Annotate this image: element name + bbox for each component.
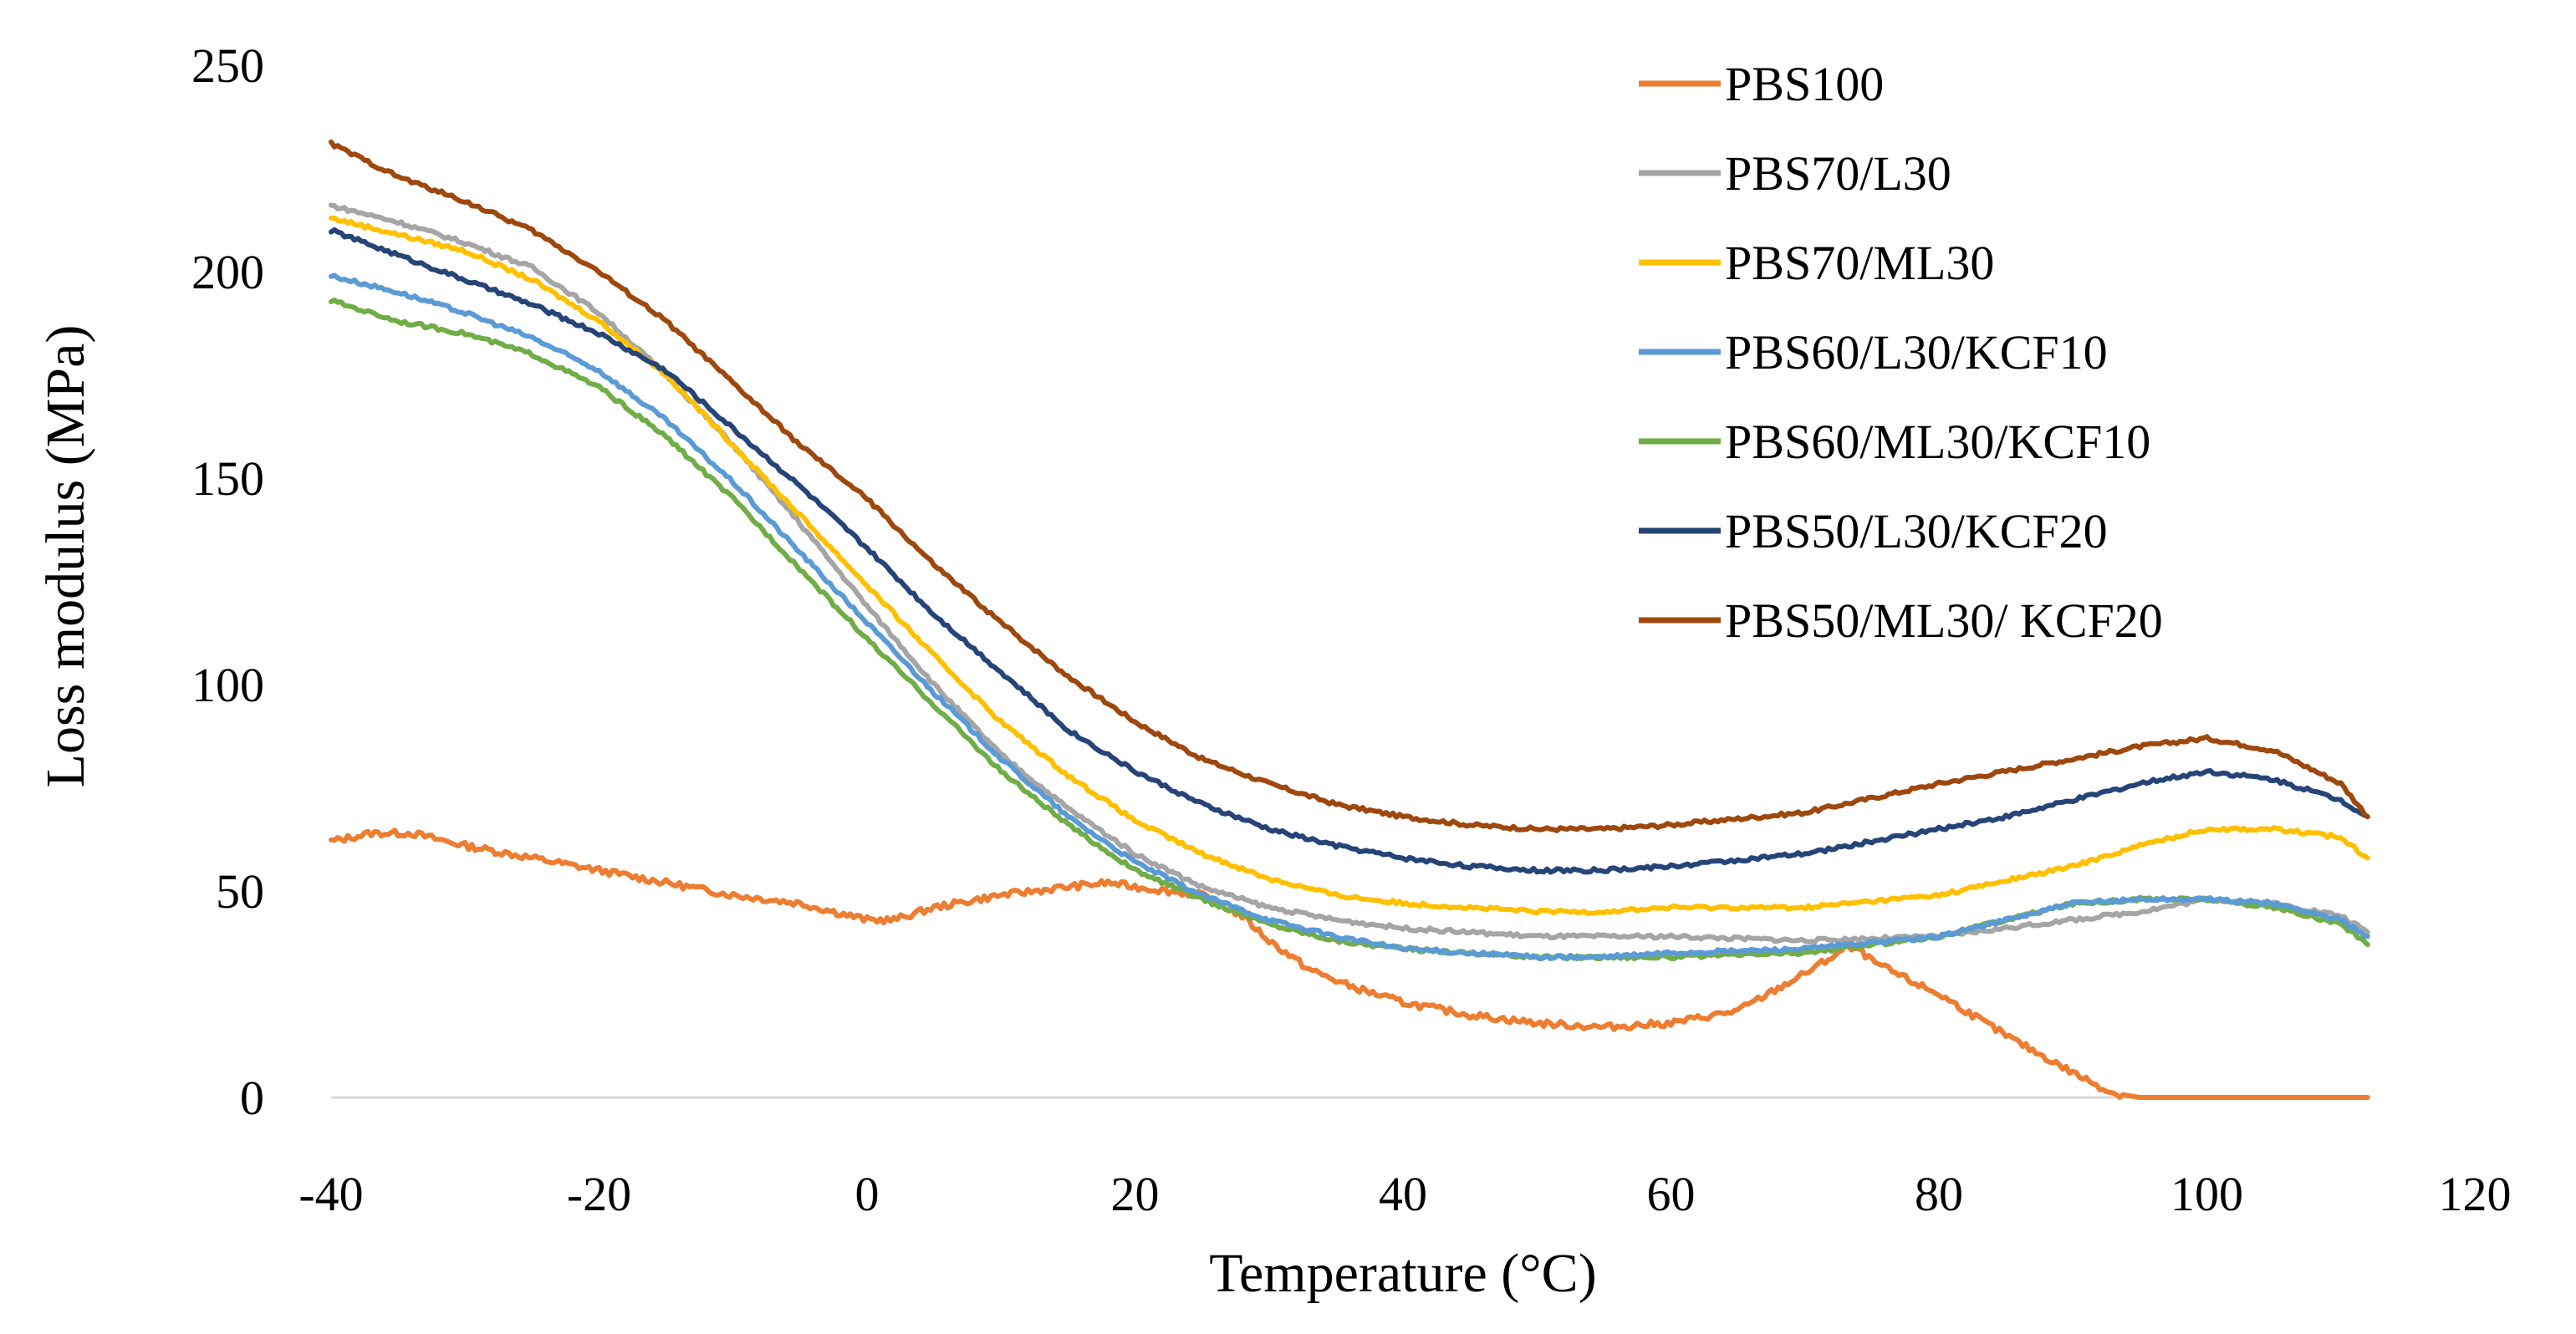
y-tick-label: 200 [191,245,264,299]
y-tick-label: 150 [191,451,264,506]
legend-label-pbs50-l30-kcf20: PBS50/L30/KCF20 [1725,504,2108,558]
x-tick-label: -20 [567,1167,631,1221]
x-tick-label: -40 [298,1167,363,1221]
legend: PBS100 PBS70/L30 PBS70/ML30 PBS60/L30/KCF10… [1639,57,2163,648]
x-tick-label: 100 [2170,1167,2243,1221]
y-axis-tick-labels: 0 50 100 150 200 250 [191,38,264,1125]
series-line-pbs50-l30-kcf20 [329,227,2370,875]
legend-label-pbs70-ml30: PBS70/ML30 [1725,236,1994,290]
y-tick-label: 250 [191,38,264,93]
series-line-pbs60-l30-kcf10 [329,272,2370,962]
plot-area [329,139,2370,1100]
x-tick-label: 80 [1915,1167,1963,1221]
x-axis-tick-labels: -40 -20 0 20 40 60 80 100 120 [298,1167,2511,1221]
legend-label-pbs50-ml30-kcf20: PBS50/ML30/ KCF20 [1725,593,2163,648]
y-tick-label: 100 [191,658,264,712]
legend-label-pbs60-ml30-kcf10: PBS60/ML30/KCF10 [1725,415,2150,469]
x-axis-title: Temperature (°C) [1209,1243,1596,1304]
x-tick-label: 20 [1111,1167,1160,1221]
x-tick-label: 0 [855,1167,880,1221]
series-line-pbs50-ml30-kcf20 [329,139,2370,833]
y-tick-label: 50 [216,864,264,919]
legend-label-pbs100: PBS100 [1725,57,1884,111]
legend-label-pbs70-l30: PBS70/L30 [1725,146,1951,201]
y-axis-title: Loss modulus (MPa) [35,325,96,788]
legend-label-pbs60-l30-kcf10: PBS60/L30/KCF10 [1725,325,2108,379]
series-line-pbs70-ml30 [329,215,2370,916]
series-line-pbs100 [329,827,2370,1100]
x-tick-label: 40 [1379,1167,1427,1221]
x-tick-label: 120 [2439,1167,2512,1221]
series-line-pbs70-l30 [329,202,2370,944]
series-layer [329,139,2370,1100]
x-tick-label: 60 [1647,1167,1696,1221]
y-tick-label: 0 [240,1071,264,1125]
